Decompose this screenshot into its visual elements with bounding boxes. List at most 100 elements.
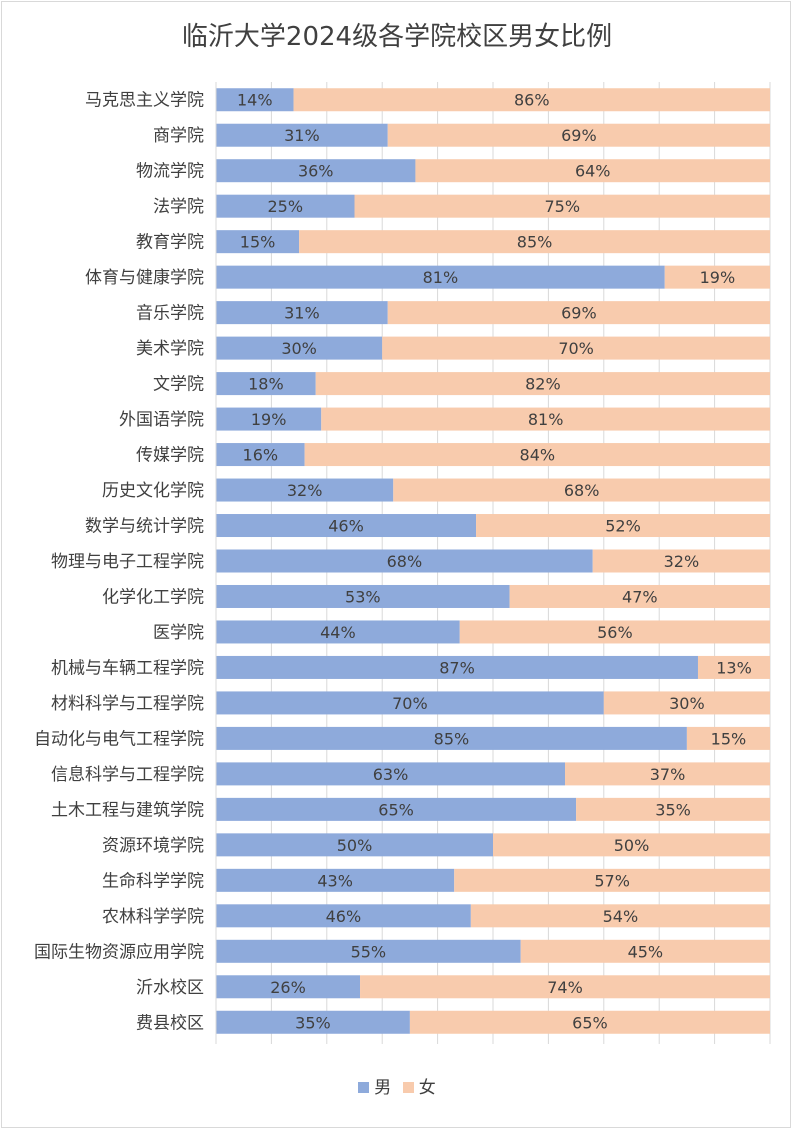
category-label: 机械与车辆工程学院 [51,658,204,678]
legend-label-female: 女 [418,1078,436,1098]
chart-title: 临沂大学2024级各学院校区男女比例 [181,22,613,52]
data-label: 64% [575,162,611,181]
data-label: 86% [514,91,550,110]
legend-swatch-male [358,1082,370,1093]
bar-female [603,691,770,715]
category-label: 化学化工学院 [102,587,204,607]
category-label: 马克思主义学院 [85,91,204,111]
bar-female [459,620,770,644]
category-label: 法学院 [153,197,204,217]
bar-male [216,265,665,289]
data-label: 69% [561,304,597,323]
data-label: 57% [594,871,630,890]
bar-female [360,975,770,999]
legend-swatch-female [402,1082,414,1093]
bar-male [216,939,521,963]
data-label: 55% [351,942,387,961]
data-label: 19% [251,410,287,429]
data-label: 70% [558,339,594,358]
category-label: 自动化与电气工程学院 [34,729,204,749]
data-label: 19% [700,268,736,287]
category-label: 生命科学学院 [102,871,204,891]
category-label: 材料科学与工程学院 [51,694,204,714]
data-label: 16% [243,446,279,465]
category-label: 教育学院 [136,233,204,253]
bar-female [387,301,770,325]
bar-male [216,194,355,218]
legend-label-male: 男 [374,1078,392,1098]
data-label: 82% [525,375,561,394]
bar-male [216,975,361,999]
bar-female [520,939,770,963]
data-label: 15% [711,729,747,748]
data-label: 43% [317,871,353,890]
data-label: 68% [387,552,423,571]
bar-male [216,904,471,928]
data-label: 35% [295,1013,331,1032]
bar-male [216,726,687,750]
category-label: 信息科学与工程学院 [51,765,204,785]
bar-male [216,762,566,786]
data-label: 56% [597,623,633,642]
category-label: 费县校区 [136,1013,204,1033]
bar-female [592,549,770,573]
bar-female [509,584,770,608]
data-label: 46% [328,517,364,536]
data-label: 35% [655,800,691,819]
legend-item-female: 女 [402,1073,436,1098]
category-label: 医学院 [153,623,204,643]
data-label: 50% [337,836,373,855]
data-label: 45% [628,942,664,961]
bar-female [470,904,770,928]
bar-male [216,88,294,112]
bar-male [216,123,388,147]
bar-female [686,726,770,750]
data-label: 31% [284,126,320,145]
data-label: 47% [622,587,658,606]
data-label: 85% [434,729,470,748]
data-label: 53% [345,587,381,606]
data-label: 75% [544,197,580,216]
bar-male [216,230,300,254]
data-label: 87% [439,658,475,677]
data-label: 68% [564,481,600,500]
category-label: 国际生物资源应用学院 [34,942,204,962]
bar-female [354,194,770,218]
category-label: 沂水校区 [136,978,204,998]
bar-male [216,797,577,821]
data-label: 26% [270,978,306,997]
data-label: 37% [650,765,686,784]
bar-female [409,1010,770,1034]
bar-male [216,443,305,467]
category-label: 历史文化学院 [102,481,204,501]
data-label: 65% [378,800,414,819]
category-label: 物理与电子工程学院 [51,552,204,572]
category-label: 资源环境学院 [102,836,204,856]
bar-male [216,655,698,679]
data-label: 81% [528,410,564,429]
category-label: 农林科学学院 [102,907,204,927]
data-label: 13% [716,658,752,677]
category-label: 外国语学院 [119,410,204,430]
bar-male [216,159,416,183]
data-label: 50% [614,836,650,855]
data-label: 81% [423,268,459,287]
category-label: 商学院 [153,126,204,146]
bar-male [216,868,455,892]
bar-female [664,265,770,289]
bar-female [476,514,770,538]
bar-female [576,797,770,821]
bar-male [216,478,394,502]
bar-male [216,584,510,608]
bar-male [216,1010,410,1034]
data-label: 36% [298,162,334,181]
category-label: 体育与健康学院 [85,268,204,288]
bar-female [315,372,770,396]
category-label: 音乐学院 [136,304,204,324]
bar-male [216,833,493,857]
data-label: 46% [326,907,362,926]
bar-female [321,407,770,431]
data-label: 52% [605,517,641,536]
data-label: 18% [248,375,284,394]
